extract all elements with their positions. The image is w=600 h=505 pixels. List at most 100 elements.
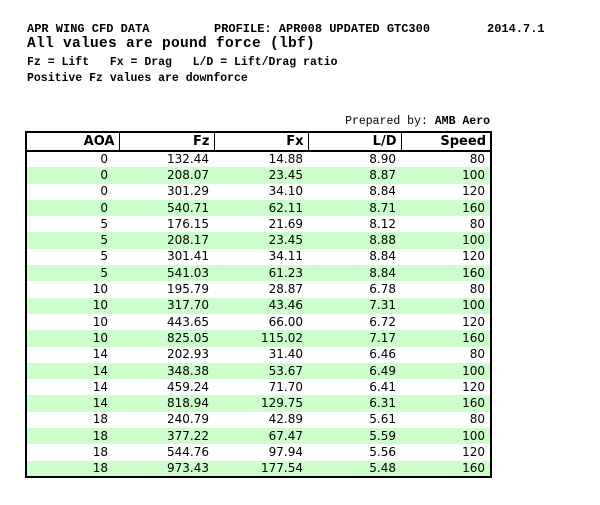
cell: 10 bbox=[92, 314, 108, 329]
cell: 80 bbox=[469, 347, 485, 362]
prepared-by-value: AMB Aero bbox=[434, 115, 490, 128]
cell: 132.44 bbox=[167, 152, 209, 167]
cell: 62.11 bbox=[268, 200, 303, 215]
cell: 100 bbox=[462, 363, 485, 378]
cell: 5 bbox=[100, 249, 108, 264]
cfd-data-table: AOA Fz Fx L/D Speed 0 132.44 14.88 8.90 80 0 208.0… bbox=[25, 131, 492, 478]
cell: 5.56 bbox=[369, 444, 396, 459]
doc-date: 2014.7.1 bbox=[487, 22, 545, 36]
table-row: 5 541.03 61.23 8.84 160 bbox=[26, 265, 491, 282]
cell: 120 bbox=[462, 379, 485, 394]
cell: 129.75 bbox=[261, 396, 303, 411]
abbreviation-key: Fz = Lift Fx = Drag L/D = Lift/Drag rati… bbox=[27, 56, 338, 69]
cell: 120 bbox=[462, 314, 485, 329]
cell: 14 bbox=[92, 379, 108, 394]
cell: 8.12 bbox=[369, 216, 396, 231]
cell: 5 bbox=[100, 216, 108, 231]
cell: 544.76 bbox=[167, 444, 209, 459]
cell: 8.71 bbox=[369, 200, 396, 215]
cell: 67.47 bbox=[268, 428, 303, 443]
cell: 31.40 bbox=[268, 347, 303, 362]
cell: 443.65 bbox=[167, 314, 209, 329]
cell: 10 bbox=[92, 282, 108, 297]
cell: 301.29 bbox=[167, 184, 209, 199]
cell: 240.79 bbox=[167, 412, 209, 427]
cell: 0 bbox=[100, 152, 108, 167]
cell: 160 bbox=[462, 265, 485, 280]
table-row: 14 818.94 129.75 6.31 160 bbox=[26, 395, 491, 412]
table-header-row: AOA Fz Fx L/D Speed bbox=[26, 132, 491, 152]
cell: 34.10 bbox=[268, 184, 303, 199]
cell: 7.31 bbox=[369, 298, 396, 313]
downforce-note: Positive Fz values are downforce bbox=[27, 72, 248, 85]
cell: 18 bbox=[92, 444, 108, 459]
table-row: 14 348.38 53.67 6.49 100 bbox=[26, 362, 491, 380]
cell: 5.48 bbox=[369, 460, 396, 475]
cell: 6.46 bbox=[369, 347, 396, 362]
cell: 973.43 bbox=[167, 460, 209, 475]
cell: 23.45 bbox=[268, 233, 303, 248]
doc-profile: PROFILE: APR008 UPDATED GTC300 bbox=[214, 22, 431, 36]
column-header-fx: Fx bbox=[213, 132, 308, 152]
cell: 8.90 bbox=[369, 152, 396, 167]
cell: 6.78 bbox=[369, 282, 396, 297]
column-header-l-d: L/D bbox=[307, 132, 401, 152]
cell: 5.59 bbox=[369, 428, 396, 443]
cell: 80 bbox=[469, 216, 485, 231]
cell: 6.31 bbox=[369, 396, 396, 411]
cell: 80 bbox=[469, 282, 485, 297]
table-row: 0 540.71 62.11 8.71 160 bbox=[26, 199, 491, 217]
table-row: 10 825.05 115.02 7.17 160 bbox=[26, 330, 491, 347]
cell: 10 bbox=[92, 298, 108, 313]
cell: 195.79 bbox=[167, 282, 209, 297]
cell: 8.88 bbox=[369, 233, 396, 248]
cell: 202.93 bbox=[167, 347, 209, 362]
cell: 160 bbox=[462, 200, 485, 215]
table-row: 0 132.44 14.88 8.90 80 bbox=[26, 151, 491, 167]
table-row: 14 202.93 31.40 6.46 80 bbox=[26, 347, 491, 363]
cell: 5.61 bbox=[369, 412, 396, 427]
cell: 377.22 bbox=[167, 428, 209, 443]
table-row: 18 240.79 42.89 5.61 80 bbox=[26, 412, 491, 428]
table-row: 0 208.07 23.45 8.87 100 bbox=[26, 167, 491, 184]
table-row: 5 176.15 21.69 8.12 80 bbox=[26, 216, 491, 232]
cell: 120 bbox=[462, 249, 485, 264]
table-row: 5 301.41 34.11 8.84 120 bbox=[26, 249, 491, 265]
cell: 18 bbox=[92, 412, 108, 427]
cell: 160 bbox=[462, 330, 485, 345]
cell: 208.07 bbox=[167, 167, 209, 182]
cell: 160 bbox=[462, 396, 485, 411]
cell: 541.03 bbox=[167, 265, 209, 280]
cell: 6.72 bbox=[369, 314, 396, 329]
cell: 317.70 bbox=[167, 298, 209, 313]
cell: 540.71 bbox=[167, 200, 209, 215]
table-row: 18 544.76 97.94 5.56 120 bbox=[26, 444, 491, 460]
cell: 18 bbox=[92, 428, 108, 443]
cell: 160 bbox=[462, 460, 485, 475]
cell: 176.15 bbox=[167, 216, 209, 231]
cell: 177.54 bbox=[261, 460, 303, 475]
column-header-speed: Speed bbox=[400, 132, 491, 152]
cell: 80 bbox=[469, 152, 485, 167]
cell: 115.02 bbox=[261, 330, 303, 345]
cell: 459.24 bbox=[167, 379, 209, 394]
column-header-aoa: AOA bbox=[26, 132, 119, 152]
cell: 53.67 bbox=[268, 363, 303, 378]
cell: 100 bbox=[462, 428, 485, 443]
cell: 14 bbox=[92, 363, 108, 378]
cell: 348.38 bbox=[167, 363, 209, 378]
cell: 301.41 bbox=[167, 249, 209, 264]
cell: 8.84 bbox=[369, 184, 396, 199]
cell: 8.84 bbox=[369, 249, 396, 264]
cell: 23.45 bbox=[268, 167, 303, 182]
cell: 42.89 bbox=[268, 412, 303, 427]
cell: 0 bbox=[100, 184, 108, 199]
cell: 120 bbox=[462, 444, 485, 459]
cell: 80 bbox=[469, 412, 485, 427]
cell: 97.94 bbox=[268, 444, 303, 459]
table-row: 10 443.65 66.00 6.72 120 bbox=[26, 314, 491, 330]
cell: 100 bbox=[462, 167, 485, 182]
cell: 10 bbox=[92, 330, 108, 345]
cell: 0 bbox=[100, 200, 108, 215]
table-row: 10 317.70 43.46 7.31 100 bbox=[26, 297, 491, 314]
